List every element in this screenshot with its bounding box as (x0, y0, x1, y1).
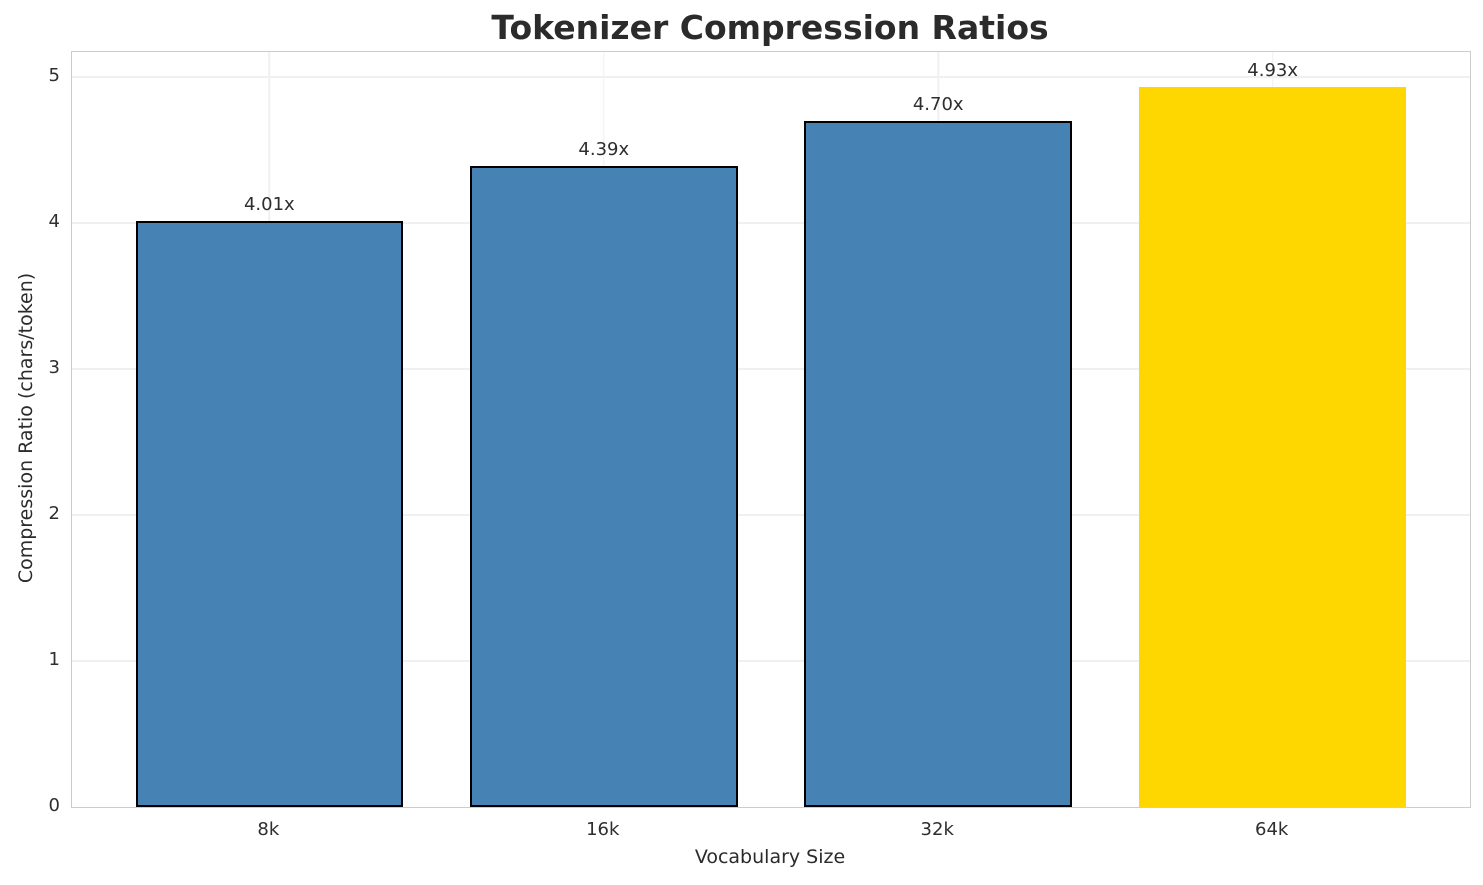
bar-value-label: 4.93x (1247, 60, 1299, 82)
x-tick-label: 64k (1255, 819, 1289, 840)
y-tick-label: 4 (48, 210, 60, 232)
x-tick-label: 8k (257, 819, 280, 840)
bar (469, 165, 738, 807)
bar-value-label: 4.01x (243, 194, 295, 216)
y-tick-label: 5 (48, 64, 60, 86)
y-tick-label: 3 (48, 356, 60, 378)
y-tick-label: 2 (48, 502, 60, 524)
x-axis-label: Vocabulary Size (694, 846, 846, 868)
bar-value-label: 4.70x (912, 93, 964, 115)
x-tick-label: 16k (586, 819, 620, 840)
bar (804, 120, 1072, 807)
plot-area: 4.01x 4.39x 4.70x 4.93x (71, 51, 1471, 808)
bar-value-label: 4.39x (578, 138, 630, 160)
gridline-horizontal (72, 367, 1470, 370)
gridline-horizontal (72, 221, 1470, 224)
y-tick-label: 1 (48, 648, 60, 670)
y-tick-label: 0 (48, 795, 60, 816)
y-axis-label: Compression Ratio (chars/token) (15, 272, 37, 584)
gridline-horizontal (72, 75, 1470, 78)
chart-title: Tokenizer Compression Ratios (491, 8, 1049, 47)
x-tick-label: 32k (920, 819, 954, 840)
bar (135, 221, 404, 807)
bar (1138, 87, 1407, 807)
gridline-horizontal (72, 513, 1470, 516)
gridline-horizontal (72, 659, 1470, 662)
